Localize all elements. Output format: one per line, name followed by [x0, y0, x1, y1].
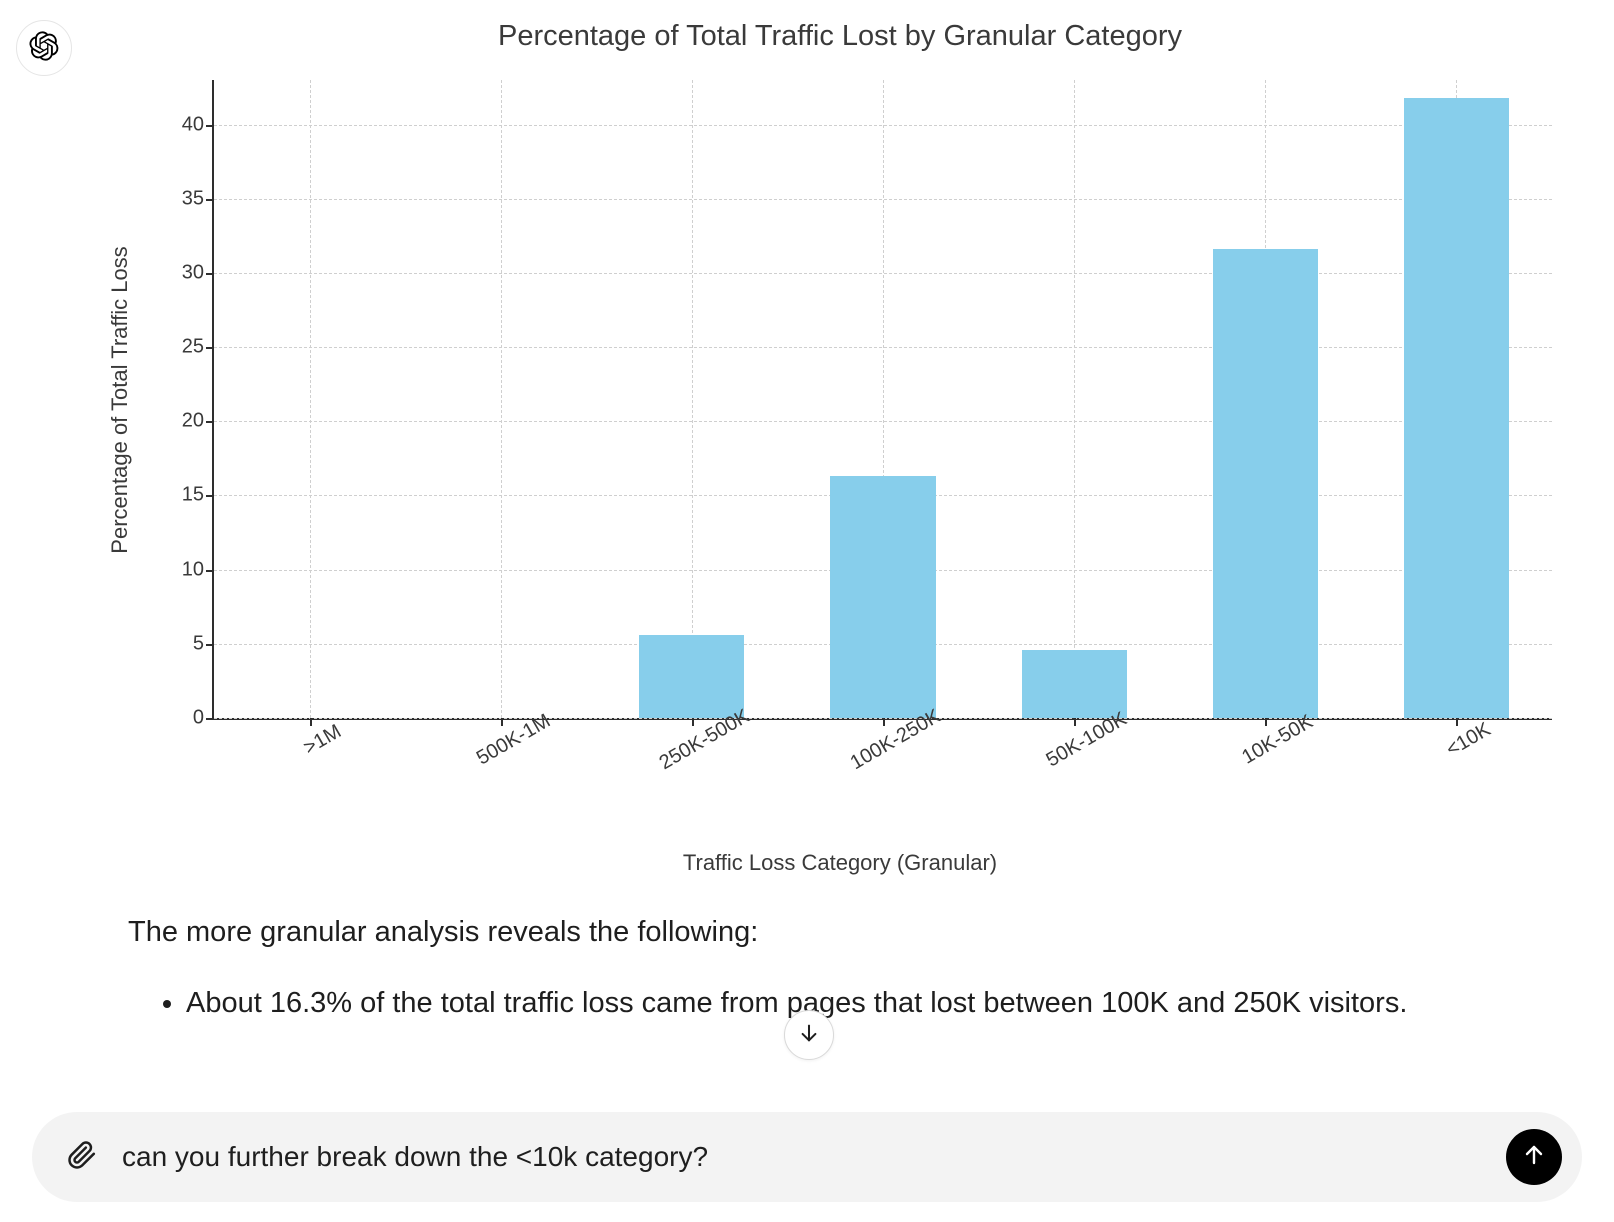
send-message-button[interactable] — [1506, 1129, 1562, 1185]
message-composer — [32, 1112, 1582, 1202]
traffic-loss-chart: Percentage of Total Traffic Lost by Gran… — [120, 20, 1560, 890]
chart-ytick-label: 20 — [182, 410, 214, 433]
arrow-down-icon — [798, 1022, 820, 1049]
analysis-intro: The more granular analysis reveals the f… — [128, 910, 1488, 955]
chart-bar — [1213, 249, 1318, 718]
analysis-bullet: About 16.3% of the total traffic loss ca… — [186, 981, 1488, 1026]
chart-ytick-label: 35 — [182, 187, 214, 210]
chart-plot-area: 0510152025303540>1M500K-1M250K-500K100K-… — [212, 80, 1552, 720]
chart-xtick-label: >1M — [292, 708, 345, 760]
chart-bar — [1404, 98, 1509, 718]
arrow-up-icon — [1522, 1143, 1546, 1172]
chart-bar — [830, 476, 935, 718]
attach-file-button[interactable] — [60, 1135, 104, 1179]
chart-ytick-label: 15 — [182, 484, 214, 507]
chart-ytick-label: 25 — [182, 336, 214, 359]
chart-gridline-v — [310, 80, 311, 718]
assistant-logo-badge[interactable] — [16, 20, 72, 76]
chart-ytick-label: 5 — [193, 632, 214, 655]
chart-x-axis-label: Traffic Loss Category (Granular) — [120, 850, 1560, 876]
chart-ytick-label: 0 — [193, 707, 214, 730]
message-input[interactable] — [122, 1141, 1488, 1173]
chart-gridline-v — [692, 80, 693, 718]
chart-title: Percentage of Total Traffic Lost by Gran… — [120, 20, 1560, 53]
chart-y-axis-label: Percentage of Total Traffic Loss — [107, 246, 133, 553]
chart-ytick-label: 40 — [182, 113, 214, 136]
chart-gridline-v — [501, 80, 502, 718]
chart-ytick-label: 30 — [182, 261, 214, 284]
chart-ytick-label: 10 — [182, 558, 214, 581]
paperclip-icon — [67, 1140, 97, 1175]
scroll-to-bottom-button[interactable] — [784, 1010, 834, 1060]
chart-xtick-label: 500K-1M — [466, 698, 555, 771]
analysis-text-block: The more granular analysis reveals the f… — [128, 910, 1488, 1026]
chart-gridline-v — [1074, 80, 1075, 718]
openai-logo-icon — [29, 31, 59, 66]
